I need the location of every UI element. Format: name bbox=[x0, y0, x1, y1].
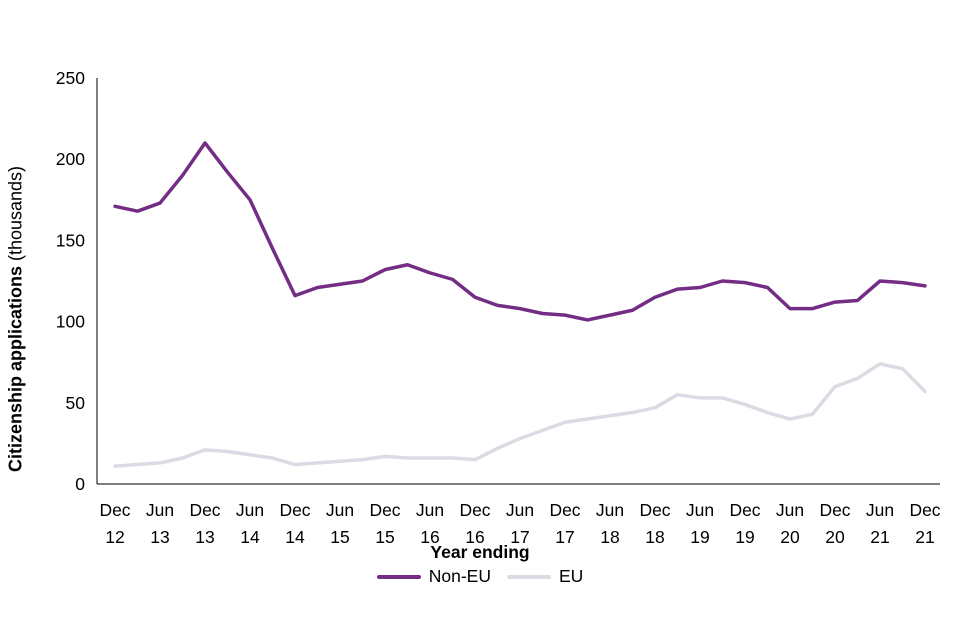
x-tick-label-year: 19 bbox=[690, 527, 709, 547]
x-tick-label-year: 17 bbox=[510, 527, 529, 547]
y-tick-label: 150 bbox=[56, 230, 85, 250]
x-tick-label-month: Jun bbox=[776, 500, 804, 520]
x-tick-label-month: Jun bbox=[686, 500, 714, 520]
x-tick-label-month: Dec bbox=[549, 500, 580, 520]
x-tick-label-year: 21 bbox=[870, 527, 889, 547]
x-tick-label-month: Dec bbox=[369, 500, 400, 520]
x-axis-title: Year ending bbox=[430, 542, 530, 562]
y-tick-label: 250 bbox=[56, 68, 85, 88]
x-tick-label-month: Dec bbox=[909, 500, 940, 520]
x-tick-label-month: Jun bbox=[146, 500, 174, 520]
x-tick-label-year: 15 bbox=[375, 527, 394, 547]
legend: Non-EU EU bbox=[0, 566, 960, 587]
x-tick-label-month: Jun bbox=[416, 500, 444, 520]
x-tick-label-month: Dec bbox=[639, 500, 670, 520]
legend-swatch-eu bbox=[506, 574, 551, 579]
x-tick-label-month: Jun bbox=[506, 500, 534, 520]
legend-item-non-eu: Non-EU bbox=[376, 566, 491, 587]
y-tick-label: 0 bbox=[75, 474, 85, 494]
legend-item-eu: EU bbox=[506, 566, 584, 587]
x-tick-label-year: 21 bbox=[915, 527, 934, 547]
x-tick-label-month: Jun bbox=[596, 500, 624, 520]
x-tick-label-year: 17 bbox=[555, 527, 574, 547]
y-tick-label: 100 bbox=[56, 312, 85, 332]
non-eu-line bbox=[113, 141, 927, 322]
x-tick-label-month: Dec bbox=[729, 500, 760, 520]
x-tick-label-year: 18 bbox=[645, 527, 664, 547]
x-tick-label-year: 13 bbox=[195, 527, 214, 547]
y-tick-label: 200 bbox=[56, 149, 85, 169]
x-tick-label-year: 14 bbox=[240, 527, 260, 547]
x-tick-label-month: Jun bbox=[866, 500, 894, 520]
x-tick-label-month: Dec bbox=[189, 500, 220, 520]
x-tick-label-month: Dec bbox=[819, 500, 850, 520]
y-tick-label: 50 bbox=[66, 393, 86, 413]
x-tick-label-month: Dec bbox=[99, 500, 130, 520]
x-tick-label-year: 14 bbox=[285, 527, 305, 547]
eu-line bbox=[113, 362, 927, 468]
x-tick-label-month: Dec bbox=[279, 500, 310, 520]
y-axis-title-main: Citizenship applications bbox=[5, 266, 26, 473]
y-axis-title-unit: (thousands) bbox=[5, 165, 26, 267]
x-tick-label-year: 19 bbox=[735, 527, 754, 547]
x-tick-label-year: 20 bbox=[780, 527, 800, 547]
x-tick-label-year: 12 bbox=[105, 527, 124, 547]
x-tick-label-month: Jun bbox=[236, 500, 264, 520]
x-tick-label-year: 13 bbox=[150, 527, 169, 547]
y-axis-title: Citizenship applications (thousands) bbox=[6, 166, 27, 472]
x-tick-label-month: Jun bbox=[326, 500, 354, 520]
legend-swatch-non-eu bbox=[376, 574, 421, 579]
legend-label-eu: EU bbox=[558, 566, 584, 586]
x-tick-label-year: 18 bbox=[600, 527, 619, 547]
legend-label-non-eu: Non-EU bbox=[428, 566, 491, 586]
x-tick-label-year: 15 bbox=[330, 527, 349, 547]
x-tick-label-year: 16 bbox=[420, 527, 439, 547]
x-tick-label-year: 16 bbox=[465, 527, 484, 547]
x-tick-label-year: 20 bbox=[825, 527, 845, 547]
x-tick-label-month: Dec bbox=[459, 500, 490, 520]
